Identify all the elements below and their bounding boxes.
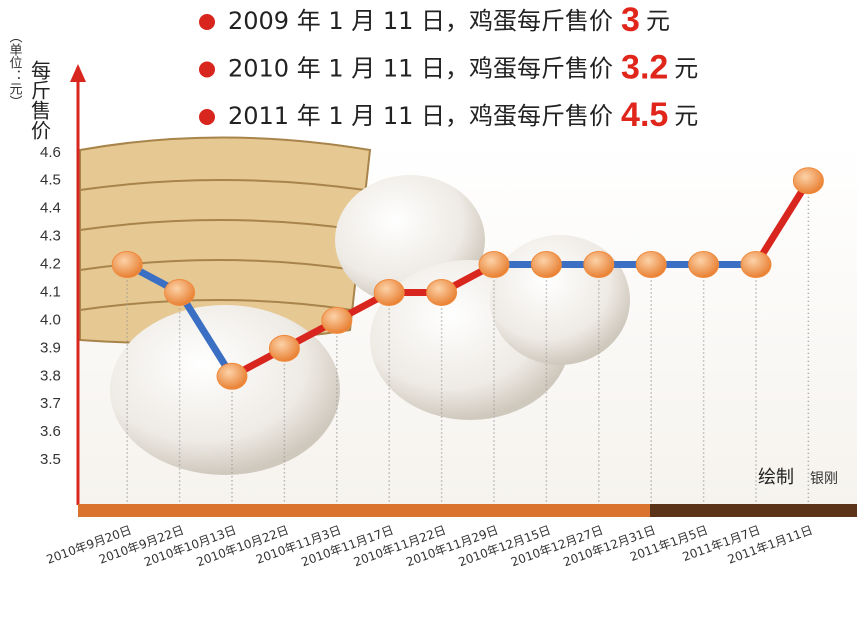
y-tick-label: 3.7 [40, 395, 61, 412]
point-marker [269, 335, 299, 361]
annotation-unit: 元 [674, 102, 698, 130]
y-tick-label: 4.2 [40, 256, 61, 273]
annotation-text: 2009 年 1 月 11 日，鸡蛋每斤售价 [228, 7, 613, 35]
legend-dot [199, 14, 215, 30]
annotation-text: 2010 年 1 月 11 日，鸡蛋每斤售价 [228, 55, 613, 83]
legend-dot [199, 62, 215, 78]
chart: 每斤售价 （单位：元） 绘制 银刚 2009 年 1 月 11 日，鸡蛋每斤售价… [0, 0, 857, 622]
annotation-text: 2011 年 1 月 11 日，鸡蛋每斤售价 [228, 102, 613, 130]
credit: 银刚 [810, 471, 838, 487]
annotation-unit: 元 [646, 7, 670, 35]
point-marker [479, 252, 509, 278]
point-marker [112, 252, 142, 278]
annotation-value: 3 [621, 1, 640, 39]
y-tick-label: 4.3 [40, 228, 61, 245]
point-marker [636, 252, 666, 278]
point-marker [584, 252, 614, 278]
annotation-unit: 元 [674, 55, 698, 83]
credit-label: 绘制 [758, 467, 794, 488]
y-tick-label: 4.0 [40, 311, 61, 328]
y-tick-label: 3.5 [40, 451, 61, 468]
point-marker [217, 363, 247, 389]
y-tick-label: 4.6 [40, 144, 61, 161]
point-marker [322, 307, 352, 333]
point-marker [531, 252, 561, 278]
y-tick-label: 3.6 [40, 423, 61, 440]
point-marker [374, 279, 404, 305]
legend-dot [199, 109, 215, 125]
y-tick-label: 4.5 [40, 172, 61, 189]
point-marker [741, 252, 771, 278]
point-marker [427, 279, 457, 305]
y-tick-label: 4.1 [40, 283, 61, 300]
y-tick-label: 4.4 [40, 200, 61, 217]
y-label: 每斤售价 [28, 60, 52, 140]
y-tick-label: 3.9 [40, 339, 61, 356]
annotation-value: 3.2 [621, 48, 668, 86]
point-marker [689, 252, 719, 278]
annotation-value: 4.5 [621, 96, 668, 134]
point-marker [793, 168, 823, 194]
x-axis-bar-dark [650, 504, 857, 517]
y-arrow [70, 64, 86, 82]
point-marker [165, 279, 195, 305]
x-axis-bar [78, 504, 650, 517]
y-tick-label: 3.8 [40, 367, 61, 384]
y-unit: （单位：元） [7, 30, 23, 108]
